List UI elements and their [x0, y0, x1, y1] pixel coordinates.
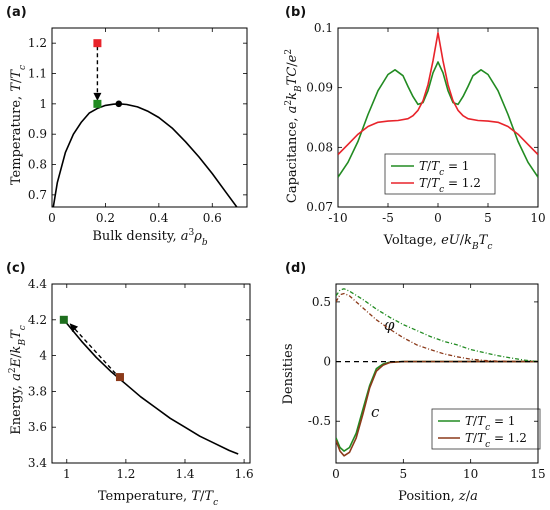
panel-d-xtick-label: 0	[332, 467, 340, 481]
panel-a-arrow-head	[93, 92, 102, 101]
panel-label-c: (c)	[6, 261, 26, 276]
panel-b-plot: -10 -5 0 5 10 0.07 0.08 0.09 0.1	[306, 21, 545, 225]
panel-c-xtick-label: 1	[63, 467, 71, 481]
panel-b-ytick-label: 0.08	[306, 140, 333, 154]
panel-d-ytick-label: 0.5	[312, 295, 331, 309]
panel-c-series-0	[63, 319, 239, 455]
panel-a-ytick-label: 0.8	[28, 158, 47, 172]
panel-c-ytick-label: 3.6	[28, 420, 47, 434]
panel-c-marker-dark_green	[59, 315, 68, 324]
panel-a-xtick-label: 0	[48, 211, 56, 225]
panel-b-series-0	[338, 61, 538, 178]
panel-d-plot: 0 5 10 15 -0.5 0 0.5	[308, 283, 546, 481]
panel-a-xtick-label: 0.4	[149, 211, 168, 225]
panel-d-xtick-label: 15	[530, 467, 545, 481]
panel-a-xlabel: Bulk density, a3ρb	[92, 228, 208, 248]
panel-d-xtick-label: 5	[400, 467, 408, 481]
panel-b-xtick-label: 10	[530, 211, 545, 225]
panel-b-ylabel: Capacitance, a2kBTC/e2	[284, 49, 304, 203]
panel-d-xlabel: Position, z/a	[398, 489, 478, 504]
panel-c-ylabel: Energy, a2E/kBTc	[8, 325, 28, 435]
panel-a-plot: 0 0.2 0.4 0.6 0.7 0.8 0.9 1 1.1 1.2	[28, 27, 248, 225]
panel-a-ytick-label: 1	[39, 97, 47, 111]
panel-b-ytick-label: 0.1	[314, 21, 333, 35]
panel-b-xtick-label: -10	[328, 211, 347, 225]
panel-b-ytick-label: 0.09	[306, 81, 333, 95]
panel-b-legend: T/Tc = 1 T/Tc = 1.2	[384, 153, 496, 195]
panel-a-xtick-label: 0.2	[96, 211, 115, 225]
panel-c-axes-frame	[51, 283, 251, 464]
panel-d-axes-frame	[335, 283, 539, 464]
panel-a-ytick-label: 0.7	[28, 188, 47, 202]
panel-a-ylabel: Temperature, T/Tc	[9, 65, 28, 185]
panel-d-xtick-label: 10	[463, 467, 478, 481]
panel-c-ytick-label: 3.8	[28, 384, 47, 398]
panel-b-xtick-label: -5	[382, 211, 394, 225]
panel-b-series-1	[338, 31, 538, 156]
panel-c-ytick-label: 4.4	[28, 277, 47, 291]
panel-c-xlabel: Temperature, T/Tc	[98, 489, 218, 508]
panel-d-series-phi-3	[336, 292, 538, 363]
panel-c-arrow-head	[69, 323, 79, 332]
panel-d-ylabel: Densities	[281, 343, 296, 404]
panel-a-critical-point	[115, 100, 123, 108]
panel-c-xtick-label: 1.4	[175, 467, 194, 481]
panel-label-b: (b)	[285, 5, 306, 20]
panel-d-series-phi-2	[336, 288, 538, 363]
panel-c-ytick-label: 4.2	[28, 313, 47, 327]
panel-c-ytick-label: 3.4	[28, 456, 47, 470]
panel-c-xtick-label: 1.6	[235, 467, 254, 481]
panel-a-xtick-label: 0.6	[203, 211, 222, 225]
panel-label-d: (d)	[285, 261, 306, 276]
panel-b-xlabel: Voltage, eU/kBTc	[383, 233, 493, 252]
panel-a-marker-red	[93, 39, 102, 48]
panel-b-xtick-label: 5	[484, 211, 492, 225]
panel-label-a: (a)	[6, 5, 27, 20]
panel-d-ytick-label: 0	[323, 355, 331, 369]
panel-c-plot: 1 1.2 1.4 1.6 3.4 3.6 3.8 4 4.2 4.4	[28, 277, 254, 481]
panel-a-ytick-label: 0.9	[28, 127, 47, 141]
panel-a-ytick-label: 1.1	[28, 67, 47, 81]
panel-c-arrow-shaft	[69, 322, 117, 374]
annotation-c: c	[371, 403, 380, 421]
panel-c-ytick-label: 4	[39, 349, 47, 363]
panel-a-marker-green	[93, 99, 102, 108]
annotation-phi: φ	[384, 316, 395, 334]
panel-b-ytick-label: 0.07	[306, 200, 333, 214]
panel-d-ytick-label: -0.5	[308, 414, 331, 428]
panel-b-xtick-label: 0	[434, 211, 442, 225]
panel-a-series-0	[52, 103, 238, 207]
panel-a-axes-frame	[51, 27, 248, 208]
panel-a-ytick-label: 1.2	[28, 36, 47, 50]
panel-d-series-c-1	[336, 360, 538, 457]
panel-c-xtick-label: 1.2	[116, 467, 135, 481]
panel-c-marker-brown	[115, 373, 124, 382]
panel-d-legend: T/Tc = 1 T/Tc = 1.2	[431, 408, 541, 450]
